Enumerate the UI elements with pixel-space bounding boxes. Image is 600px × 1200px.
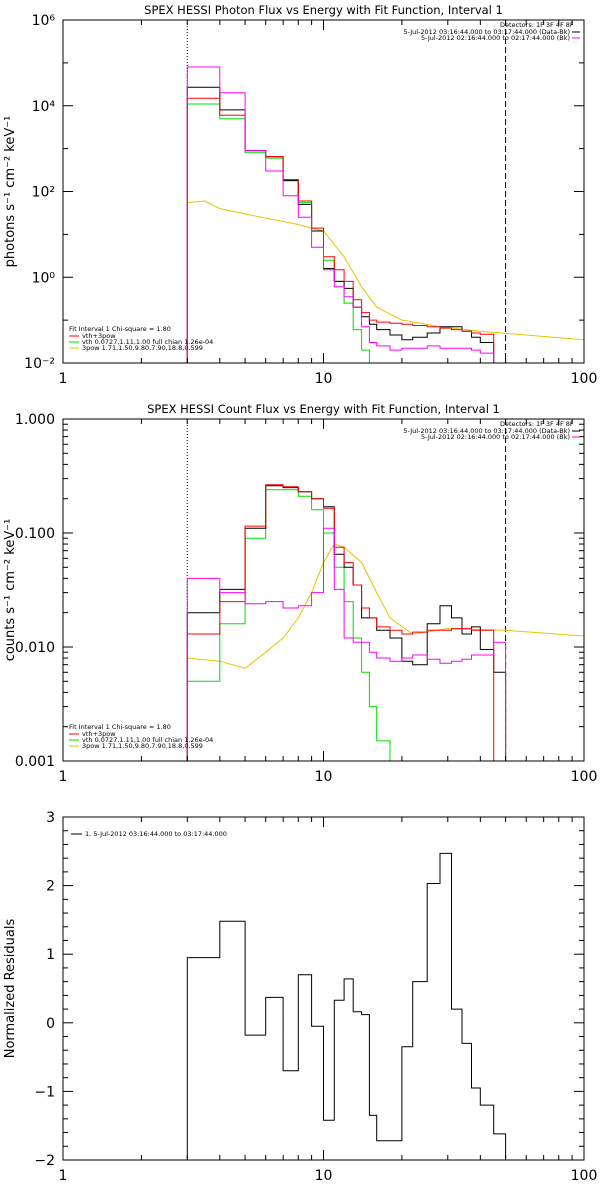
x-tick-label: 1 bbox=[59, 1168, 68, 1184]
photon-flux-chart: SPEX HESSI Photon Flux vs Energy with Fi… bbox=[3, 3, 597, 387]
legend-left-text: vth+3pow bbox=[82, 332, 116, 340]
legend-right-text: 5-Jul-2012 02:16:44.000 to 02:17:44.000 … bbox=[421, 433, 570, 441]
y-tick-label: 10⁰ bbox=[32, 270, 56, 286]
y-tick-label: −1 bbox=[34, 1084, 55, 1100]
y-tick-label: 0.001 bbox=[15, 754, 55, 770]
x-tick-label: 10 bbox=[315, 1168, 333, 1184]
y-axis-label: counts s⁻¹ cm⁻² keV⁻¹ bbox=[3, 519, 18, 662]
legend-right-text: 5-Jul-2012 03:16:44.000 to 03:17:44.000 … bbox=[403, 28, 570, 36]
plot-area bbox=[186, 20, 584, 363]
legend-right-text: 5-Jul-2012 03:16:44.000 to 03:17:44.000 … bbox=[403, 427, 570, 435]
y-tick-label: 3 bbox=[46, 810, 55, 826]
legend-left-text: 3pow 1.71,1.50,9.80,7.90,18.8,0.599 bbox=[82, 344, 203, 352]
residuals-legend-text: 1. 5-Jul-2012 03:16:44.000 to 03:17:44.0… bbox=[85, 830, 227, 838]
data-series-line bbox=[186, 852, 507, 1160]
plot-area bbox=[186, 419, 584, 761]
x-tick-label: 100 bbox=[571, 769, 598, 785]
y-tick-label: 10² bbox=[32, 185, 55, 201]
y-tick-label: −2 bbox=[34, 1153, 55, 1169]
legend-left-text: 3pow 1.71,1.50,9.80,7.90,18.8,0.599 bbox=[82, 742, 203, 750]
x-tick-label: 1 bbox=[59, 769, 68, 785]
x-tick-label: 1 bbox=[59, 371, 68, 387]
x-tick-label: 100 bbox=[571, 371, 598, 387]
y-tick-label: 1.000 bbox=[15, 412, 55, 428]
plot-area bbox=[186, 852, 507, 1160]
fit-series-line bbox=[186, 97, 495, 363]
legend-left-text: vth 0.0727,1.11,1.00 full chian 1.26e-04 bbox=[82, 736, 213, 744]
y-axis-label: photons s⁻¹ cm⁻² keV⁻¹ bbox=[3, 116, 18, 268]
x-tick-label: 100 bbox=[571, 1168, 598, 1184]
legend-left-text: vth+3pow bbox=[82, 730, 116, 738]
detectors-label: Detectors: 1F 3F 4F 8F bbox=[500, 420, 574, 428]
legend-right-text: 5-Jul-2012 02:16:44.000 to 02:17:44.000 … bbox=[421, 34, 570, 42]
y-axis-label: Normalized Residuals bbox=[3, 919, 18, 1059]
detectors-label: Detectors: 1F 3F 4F 8F bbox=[500, 21, 574, 29]
chart-title: SPEX HESSI Photon Flux vs Energy with Fi… bbox=[144, 3, 503, 17]
fit-series-line bbox=[186, 484, 495, 761]
fit-header-label: Fit Interval 1 Chi-square = 1.80 bbox=[69, 723, 171, 731]
y-tick-label: 0.010 bbox=[15, 640, 55, 656]
count-flux-chart: SPEX HESSI Count Flux vs Energy with Fit… bbox=[3, 402, 597, 785]
background-series-line bbox=[186, 527, 507, 761]
y-tick-label: 0.100 bbox=[15, 526, 55, 542]
legend-left-text: vth 0.0727,1.11,1.00 full chian 1.26e-04 bbox=[82, 338, 213, 346]
fit-header-label: Fit Interval 1 Chi-square = 1.80 bbox=[69, 325, 171, 333]
y-tick-label: 10⁴ bbox=[32, 99, 56, 115]
chart-title: SPEX HESSI Count Flux vs Energy with Fit… bbox=[147, 402, 500, 416]
y-tick-label: 10⁶ bbox=[32, 13, 56, 29]
y-tick-label: 0 bbox=[46, 1016, 55, 1032]
x-tick-label: 10 bbox=[315, 371, 333, 387]
y-tick-label: 1 bbox=[46, 947, 55, 963]
residuals-chart: 1 10 100 −2 −1 0 1 2 3 Normalized Residuals 1. 5-J… bbox=[3, 810, 597, 1184]
y-tick-label: 10⁻² bbox=[24, 356, 55, 372]
x-tick-label: 10 bbox=[315, 769, 333, 785]
background-series-line bbox=[186, 66, 506, 363]
y-tick-label: 2 bbox=[46, 879, 55, 895]
